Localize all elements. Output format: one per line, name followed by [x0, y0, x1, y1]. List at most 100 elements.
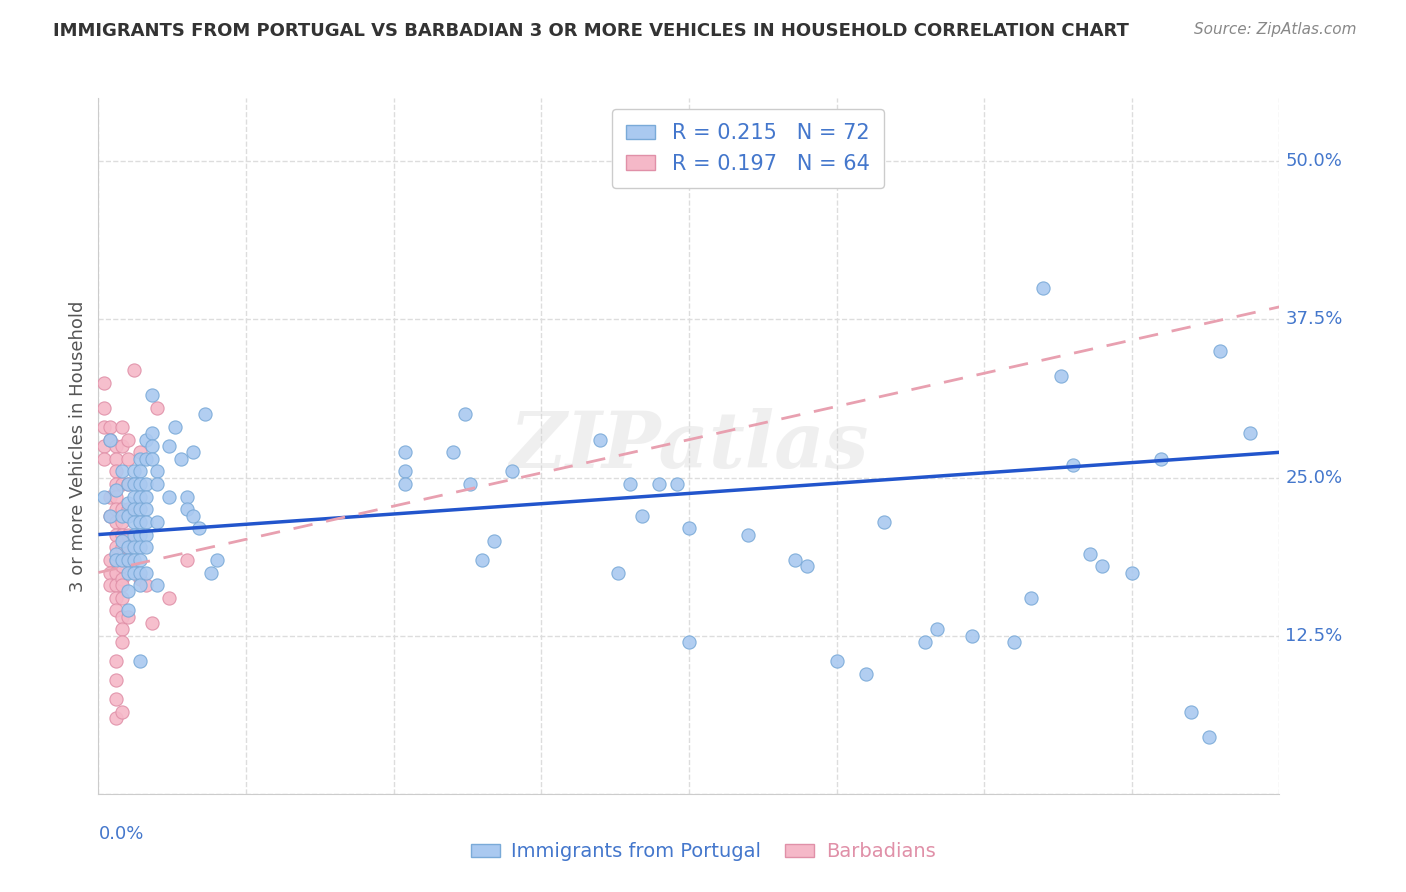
Point [200, 566, 222, 580]
Text: Source: ZipAtlas.com: Source: ZipAtlas.com [1194, 22, 1357, 37]
Point [111, 515, 134, 529]
Point [141, 439, 163, 453]
Point [128, 490, 150, 504]
Point [117, 502, 139, 516]
Point [111, 578, 134, 592]
Point [117, 477, 139, 491]
Point [128, 553, 150, 567]
Point [394, 477, 416, 491]
Point [117, 527, 139, 541]
Point [117, 553, 139, 567]
Point [111, 502, 134, 516]
Point [1121, 566, 1143, 580]
Point [1032, 281, 1054, 295]
Point [105, 603, 128, 617]
Point [707, 173, 730, 187]
Point [105, 591, 128, 605]
Point [1239, 426, 1261, 441]
Point [128, 572, 150, 586]
Point [105, 483, 128, 498]
Point [135, 502, 157, 516]
Point [181, 445, 204, 459]
Point [105, 553, 128, 567]
Point [194, 408, 217, 422]
Point [157, 490, 180, 504]
Point [141, 426, 163, 441]
Point [1080, 547, 1102, 561]
Point [98, 433, 121, 447]
Point [962, 629, 984, 643]
Point [105, 477, 128, 491]
Point [122, 540, 145, 554]
Point [98, 553, 121, 567]
Point [135, 477, 157, 491]
Point [105, 451, 128, 466]
Point [825, 654, 848, 668]
Point [128, 451, 150, 466]
Point [135, 433, 157, 447]
Point [105, 527, 128, 541]
Point [98, 508, 121, 523]
Point [165, 420, 187, 434]
Point [1091, 559, 1114, 574]
Y-axis label: 3 or more Vehicles in Household: 3 or more Vehicles in Household [69, 301, 87, 591]
Point [855, 666, 877, 681]
Point [737, 527, 759, 541]
Point [105, 547, 128, 561]
Point [1198, 730, 1220, 744]
Point [678, 635, 700, 649]
Point [157, 591, 180, 605]
Point [796, 559, 818, 574]
Point [394, 445, 416, 459]
Point [117, 540, 139, 554]
Point [394, 464, 416, 478]
Point [146, 515, 169, 529]
Point [105, 654, 128, 668]
Point [105, 553, 128, 567]
Point [146, 477, 169, 491]
Point [117, 477, 139, 491]
Point [93, 420, 115, 434]
Point [111, 609, 134, 624]
Point [1150, 451, 1173, 466]
Point [170, 451, 193, 466]
Point [111, 420, 134, 434]
Text: 0.0%: 0.0% [98, 825, 143, 843]
Point [187, 521, 209, 535]
Point [122, 515, 145, 529]
Point [135, 578, 157, 592]
Point [135, 490, 157, 504]
Point [98, 490, 121, 504]
Point [135, 566, 157, 580]
Point [589, 433, 612, 447]
Point [93, 451, 115, 466]
Point [785, 553, 807, 567]
Point [176, 553, 198, 567]
Point [157, 439, 180, 453]
Text: 50.0%: 50.0% [1285, 153, 1343, 170]
Point [111, 477, 134, 491]
Point [122, 363, 145, 377]
Point [460, 477, 482, 491]
Point [122, 553, 145, 567]
Point [135, 451, 157, 466]
Point [501, 464, 523, 478]
Point [1209, 344, 1232, 359]
Point [117, 584, 139, 599]
Point [117, 508, 139, 523]
Point [105, 464, 128, 478]
Text: ZIPatlas: ZIPatlas [509, 408, 869, 484]
Point [128, 464, 150, 478]
Point [111, 540, 134, 554]
Point [105, 540, 128, 554]
Point [135, 527, 157, 541]
Point [105, 566, 128, 580]
Point [111, 705, 134, 719]
Point [666, 477, 689, 491]
Point [98, 433, 121, 447]
Point [128, 502, 150, 516]
Point [141, 616, 163, 631]
Point [1180, 705, 1202, 719]
Point [1002, 635, 1025, 649]
Point [105, 502, 128, 516]
